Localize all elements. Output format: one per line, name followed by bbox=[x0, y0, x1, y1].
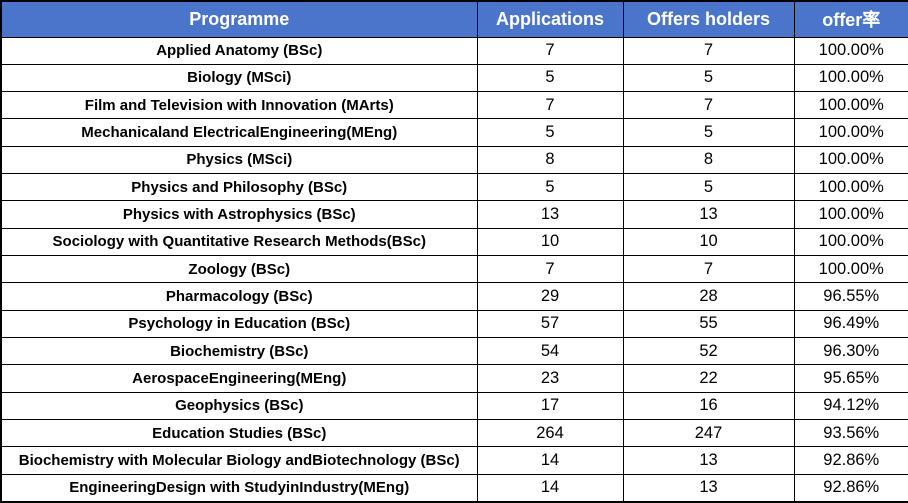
offers-cell[interactable]: 5 bbox=[622, 63, 795, 93]
offer-rate-cell[interactable]: 100.00% bbox=[793, 145, 908, 175]
programme-cell[interactable]: Pharmacology (BSc) bbox=[0, 282, 478, 311]
offers-cell[interactable]: 247 bbox=[622, 418, 795, 448]
offers-cell[interactable]: 22 bbox=[622, 364, 795, 393]
offers-cell[interactable]: 7 bbox=[622, 254, 795, 284]
offer-rate-cell[interactable]: 100.00% bbox=[793, 36, 908, 65]
programme-cell[interactable]: EngineeringDesign with StudyinIndustry(M… bbox=[0, 473, 478, 503]
applications-cell[interactable]: 14 bbox=[476, 446, 624, 475]
offers-cell[interactable]: 7 bbox=[622, 91, 795, 120]
offers-cell[interactable]: 28 bbox=[622, 282, 795, 311]
applications-cell[interactable]: 264 bbox=[476, 418, 624, 448]
table-row: Pharmacology (BSc) 29 28 96.55% bbox=[0, 282, 908, 311]
offer-rate-cell[interactable]: 100.00% bbox=[793, 173, 908, 202]
offers-cell[interactable]: 7 bbox=[622, 36, 795, 65]
offer-rate-cell[interactable]: 100.00% bbox=[793, 118, 908, 147]
applications-cell[interactable]: 7 bbox=[476, 254, 624, 284]
applications-cell[interactable]: 14 bbox=[476, 473, 624, 503]
offer-rate-cell[interactable]: 100.00% bbox=[793, 91, 908, 120]
offers-cell[interactable]: 13 bbox=[622, 446, 795, 475]
programme-cell[interactable]: Sociology with Quantitative Research Met… bbox=[0, 227, 478, 257]
applications-cell[interactable]: 54 bbox=[476, 336, 624, 366]
offer-rate-cell[interactable]: 100.00% bbox=[793, 63, 908, 93]
table-row: Physics with Astrophysics (BSc) 13 13 100.0… bbox=[0, 200, 908, 229]
table-row: Geophysics (BSc) 17 16 94.12% bbox=[0, 391, 908, 420]
applications-cell[interactable]: 29 bbox=[476, 282, 624, 311]
offer-rate-cell[interactable]: 96.55% bbox=[793, 282, 908, 311]
table-row: Film and Television with Innovation (MAr… bbox=[0, 91, 908, 120]
applications-cell[interactable]: 23 bbox=[476, 364, 624, 393]
offers-cell[interactable]: 5 bbox=[622, 173, 795, 202]
table-row: Applied Anatomy (BSc) 7 7 100.00% bbox=[0, 36, 908, 65]
programme-cell[interactable]: Physics (MSci) bbox=[0, 145, 478, 175]
table-row: Mechanicaland ElectricalEngineering(MEng… bbox=[0, 118, 908, 147]
table-row: Biology (MSci) 5 5 100.00% bbox=[0, 63, 908, 93]
programme-cell[interactable]: Education Studies (BSc) bbox=[0, 418, 478, 448]
header-offers[interactable]: Offers holders bbox=[622, 0, 795, 38]
programme-cell[interactable]: Physics with Astrophysics (BSc) bbox=[0, 200, 478, 229]
applications-cell[interactable]: 5 bbox=[476, 118, 624, 147]
offer-rate-cell[interactable]: 92.86% bbox=[793, 446, 908, 475]
table-row: Psychology in Education (BSc) 57 55 96.49% bbox=[0, 309, 908, 338]
table-row: Physics and Philosophy (BSc) 5 5 100.00% bbox=[0, 173, 908, 202]
programme-cell[interactable]: Psychology in Education (BSc) bbox=[0, 309, 478, 338]
programme-cell[interactable]: Physics and Philosophy (BSc) bbox=[0, 173, 478, 202]
offers-cell[interactable]: 13 bbox=[622, 200, 795, 229]
offer-rate-cell[interactable]: 95.65% bbox=[793, 364, 908, 393]
table-header: Programme Applications Offers holders of… bbox=[0, 0, 908, 38]
programme-cell[interactable]: Biochemistry with Molecular Biology andB… bbox=[0, 446, 478, 475]
offer-rate-cell[interactable]: 100.00% bbox=[793, 200, 908, 229]
offer-rate-cell[interactable]: 93.56% bbox=[793, 418, 908, 448]
programme-cell[interactable]: Biochemistry (BSc) bbox=[0, 336, 478, 366]
applications-cell[interactable]: 5 bbox=[476, 63, 624, 93]
applications-cell[interactable]: 5 bbox=[476, 173, 624, 202]
table-body: Applied Anatomy (BSc) 7 7 100.00% Biology (M… bbox=[0, 36, 908, 503]
offer-rate-cell[interactable]: 100.00% bbox=[793, 227, 908, 257]
offer-rate-cell[interactable]: 92.86% bbox=[793, 473, 908, 503]
offers-cell[interactable]: 13 bbox=[622, 473, 795, 503]
header-applications[interactable]: Applications bbox=[476, 0, 624, 38]
offers-cell[interactable]: 8 bbox=[622, 145, 795, 175]
offers-cell[interactable]: 5 bbox=[622, 118, 795, 147]
table-row: Physics (MSci) 8 8 100.00% bbox=[0, 145, 908, 175]
applications-cell[interactable]: 7 bbox=[476, 36, 624, 65]
offers-cell[interactable]: 52 bbox=[622, 336, 795, 366]
table-row: Education Studies (BSc) 264 247 93.56% bbox=[0, 418, 908, 448]
table-row: Zoology (BSc) 7 7 100.00% bbox=[0, 254, 908, 284]
offers-cell[interactable]: 16 bbox=[622, 391, 795, 420]
programme-cell[interactable]: Film and Television with Innovation (MAr… bbox=[0, 91, 478, 120]
offers-cell[interactable]: 55 bbox=[622, 309, 795, 338]
offers-cell[interactable]: 10 bbox=[622, 227, 795, 257]
applications-cell[interactable]: 57 bbox=[476, 309, 624, 338]
header-row: Programme Applications Offers holders of… bbox=[0, 0, 908, 38]
programme-cell[interactable]: Zoology (BSc) bbox=[0, 254, 478, 284]
applications-cell[interactable]: 8 bbox=[476, 145, 624, 175]
header-offer-rate[interactable]: offer率 bbox=[793, 0, 908, 38]
offer-rate-cell[interactable]: 96.49% bbox=[793, 309, 908, 338]
programme-cell[interactable]: Geophysics (BSc) bbox=[0, 391, 478, 420]
table-row: EngineeringDesign with StudyinIndustry(M… bbox=[0, 473, 908, 503]
table-row: AerospaceEngineering(MEng) 23 22 95.65% bbox=[0, 364, 908, 393]
offer-rate-cell[interactable]: 100.00% bbox=[793, 254, 908, 284]
programme-cell[interactable]: AerospaceEngineering(MEng) bbox=[0, 364, 478, 393]
header-programme[interactable]: Programme bbox=[0, 0, 478, 38]
applications-cell[interactable]: 10 bbox=[476, 227, 624, 257]
table-row: Biochemistry with Molecular Biology andB… bbox=[0, 446, 908, 475]
table-row: Biochemistry (BSc) 54 52 96.30% bbox=[0, 336, 908, 366]
programme-cell[interactable]: Mechanicaland ElectricalEngineering(MEng… bbox=[0, 118, 478, 147]
applications-cell[interactable]: 17 bbox=[476, 391, 624, 420]
programme-cell[interactable]: Biology (MSci) bbox=[0, 63, 478, 93]
programme-cell[interactable]: Applied Anatomy (BSc) bbox=[0, 36, 478, 65]
applications-cell[interactable]: 13 bbox=[476, 200, 624, 229]
table-row: Sociology with Quantitative Research Met… bbox=[0, 227, 908, 257]
applications-cell[interactable]: 7 bbox=[476, 91, 624, 120]
offer-rate-cell[interactable]: 96.30% bbox=[793, 336, 908, 366]
offer-rate-cell[interactable]: 94.12% bbox=[793, 391, 908, 420]
